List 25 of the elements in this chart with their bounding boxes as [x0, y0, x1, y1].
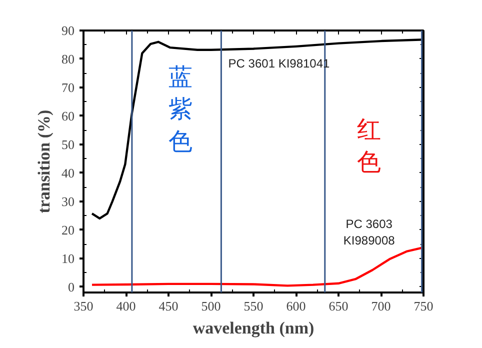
- x-tick-label: 400: [116, 298, 136, 314]
- line-series: [90, 246, 424, 287]
- y-tick-label: 10: [62, 250, 74, 266]
- x-tick-label: 700: [371, 298, 391, 314]
- x-tick-label: 650: [328, 298, 348, 314]
- y-tick-label: 50: [62, 136, 74, 152]
- x-tick-label: 450: [158, 298, 178, 314]
- x-tick-label: 350: [74, 298, 94, 314]
- x-tick-label: 750: [414, 298, 434, 314]
- y-tick-label: 70: [62, 80, 74, 95]
- y-tick-label: 90: [62, 23, 74, 38]
- y-tick-label: 40: [62, 165, 74, 180]
- y-tick-label: 20: [62, 222, 74, 238]
- x-axis-title: wavelength (nm): [192, 318, 314, 338]
- y-tick-label: 80: [62, 51, 74, 66]
- y-tick-label: 30: [62, 194, 74, 209]
- annotation: 蓝紫色: [168, 62, 192, 156]
- y-tick-label: 0: [68, 279, 74, 294]
- x-tick-label: 600: [286, 298, 306, 314]
- x-tick-label: 550: [244, 298, 264, 314]
- y-tick-label: 60: [62, 108, 74, 124]
- y-axis-title: transition (%): [34, 110, 54, 214]
- annotation: PC 3603 KI989008: [343, 216, 396, 248]
- x-tick-label: 500: [201, 298, 221, 314]
- annotation: 红色: [357, 116, 382, 176]
